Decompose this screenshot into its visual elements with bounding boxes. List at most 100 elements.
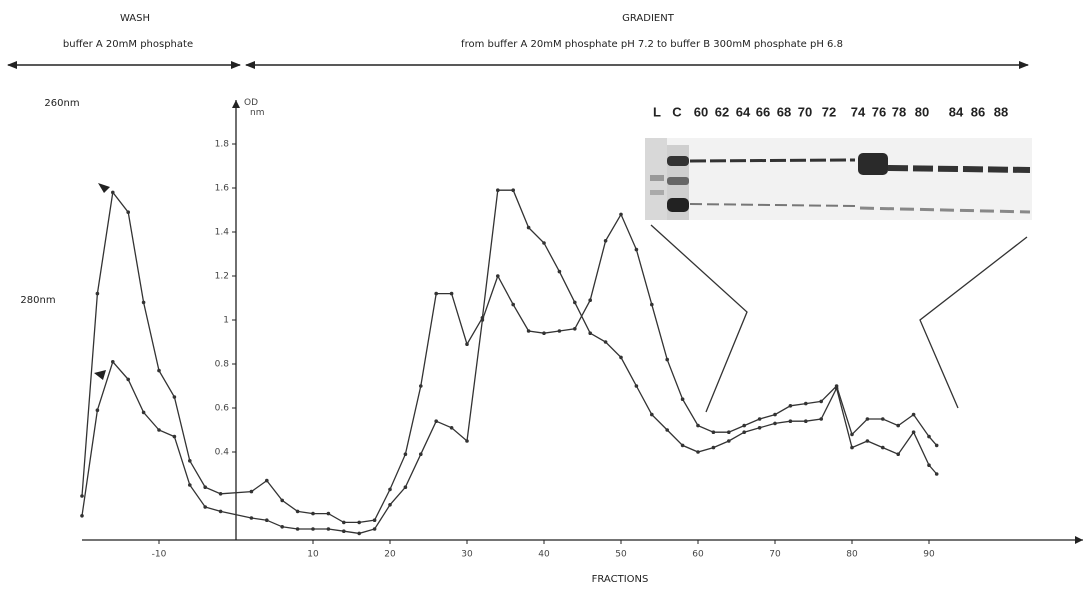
data-point — [712, 446, 716, 450]
data-point — [650, 303, 654, 307]
data-point — [188, 459, 192, 463]
data-point — [527, 329, 531, 333]
phase-title: WASH — [120, 13, 150, 24]
x-tick-label: 10 — [307, 550, 319, 560]
gel-lane-label: 68 — [777, 104, 791, 119]
data-point — [173, 435, 177, 439]
x-tick-label: 80 — [846, 550, 858, 560]
x-tick-label: 60 — [692, 550, 704, 560]
data-point — [742, 430, 746, 434]
x-tick-label: 30 — [461, 550, 473, 560]
data-point — [727, 439, 731, 443]
data-point — [465, 342, 469, 346]
data-point — [311, 527, 315, 531]
data-point — [650, 413, 654, 417]
data-point — [619, 213, 623, 217]
data-point — [927, 435, 931, 439]
data-point — [850, 446, 854, 450]
data-point — [126, 378, 130, 382]
data-point — [881, 446, 885, 450]
y-tick-label: 1.6 — [215, 184, 230, 194]
gel-lane-label: 66 — [756, 104, 770, 119]
data-point — [896, 452, 900, 456]
data-point — [881, 417, 885, 421]
x-axis-title: FRACTIONS — [592, 574, 649, 585]
data-point — [573, 301, 577, 305]
data-point — [696, 450, 700, 454]
data-point — [250, 516, 254, 520]
data-point — [219, 510, 223, 514]
gel-lane-label: 84 — [949, 104, 964, 119]
data-point — [935, 472, 939, 476]
data-point — [773, 413, 777, 417]
data-point — [357, 532, 361, 536]
data-point — [912, 430, 916, 434]
data-point — [758, 417, 762, 421]
data-point — [866, 439, 870, 443]
data-point — [727, 430, 731, 434]
series-line — [82, 190, 937, 522]
data-point — [373, 518, 377, 522]
data-point — [388, 503, 392, 507]
gel-lane-label: 62 — [715, 104, 729, 119]
data-point — [696, 424, 700, 428]
gel-lane-label: 74 — [851, 104, 866, 119]
y-tick-label: 0.8 — [215, 360, 230, 370]
data-point — [280, 499, 284, 503]
data-point — [404, 485, 408, 489]
y-tick-label: 1 — [223, 316, 229, 326]
phase-title: GRADIENT — [622, 13, 675, 24]
data-point — [373, 527, 377, 531]
gel-lane-label: C — [672, 104, 682, 119]
data-point — [342, 529, 346, 533]
gel-connector — [920, 237, 1027, 408]
data-point — [296, 510, 300, 514]
gel-lane-label: L — [653, 104, 661, 119]
series-line — [82, 214, 937, 533]
data-point — [604, 340, 608, 344]
gel-lane-label: 86 — [971, 104, 985, 119]
data-point — [819, 417, 823, 421]
data-point — [635, 384, 639, 388]
data-point — [80, 514, 84, 518]
phase-subtitle: buffer A 20mM phosphate — [63, 39, 193, 50]
data-point — [450, 292, 454, 296]
x-tick-label: 70 — [769, 550, 781, 560]
data-point — [311, 512, 315, 516]
data-point — [404, 452, 408, 456]
data-point — [96, 292, 100, 296]
data-point — [203, 505, 207, 509]
data-point — [896, 424, 900, 428]
gel-lane-label: 60 — [694, 104, 708, 119]
data-point — [665, 358, 669, 362]
data-point — [434, 292, 438, 296]
peak-pointer — [98, 183, 110, 193]
phase-subtitle: from buffer A 20mM phosphate pH 7.2 to b… — [461, 39, 843, 50]
gel-lane-label: 72 — [822, 104, 836, 119]
data-point — [342, 521, 346, 525]
data-point — [219, 492, 223, 496]
data-point — [96, 408, 100, 412]
x-tick-label: -10 — [152, 550, 167, 560]
data-point — [681, 397, 685, 401]
data-point — [280, 525, 284, 529]
data-point — [142, 301, 146, 305]
data-point — [850, 433, 854, 437]
peak-pointer — [94, 370, 106, 380]
data-point — [511, 188, 515, 192]
data-point — [835, 384, 839, 388]
data-point — [635, 248, 639, 252]
x-tick-label: 40 — [538, 550, 550, 560]
data-point — [265, 518, 269, 522]
data-point — [912, 413, 916, 417]
gel-connector — [651, 225, 747, 412]
data-point — [80, 494, 84, 498]
gel-lane-label: 70 — [798, 104, 812, 119]
gel-lane-label: 80 — [915, 104, 929, 119]
data-point — [142, 411, 146, 415]
y-tick-label: 0.4 — [215, 448, 230, 458]
data-point — [542, 331, 546, 335]
data-point — [419, 452, 423, 456]
data-point — [542, 241, 546, 245]
